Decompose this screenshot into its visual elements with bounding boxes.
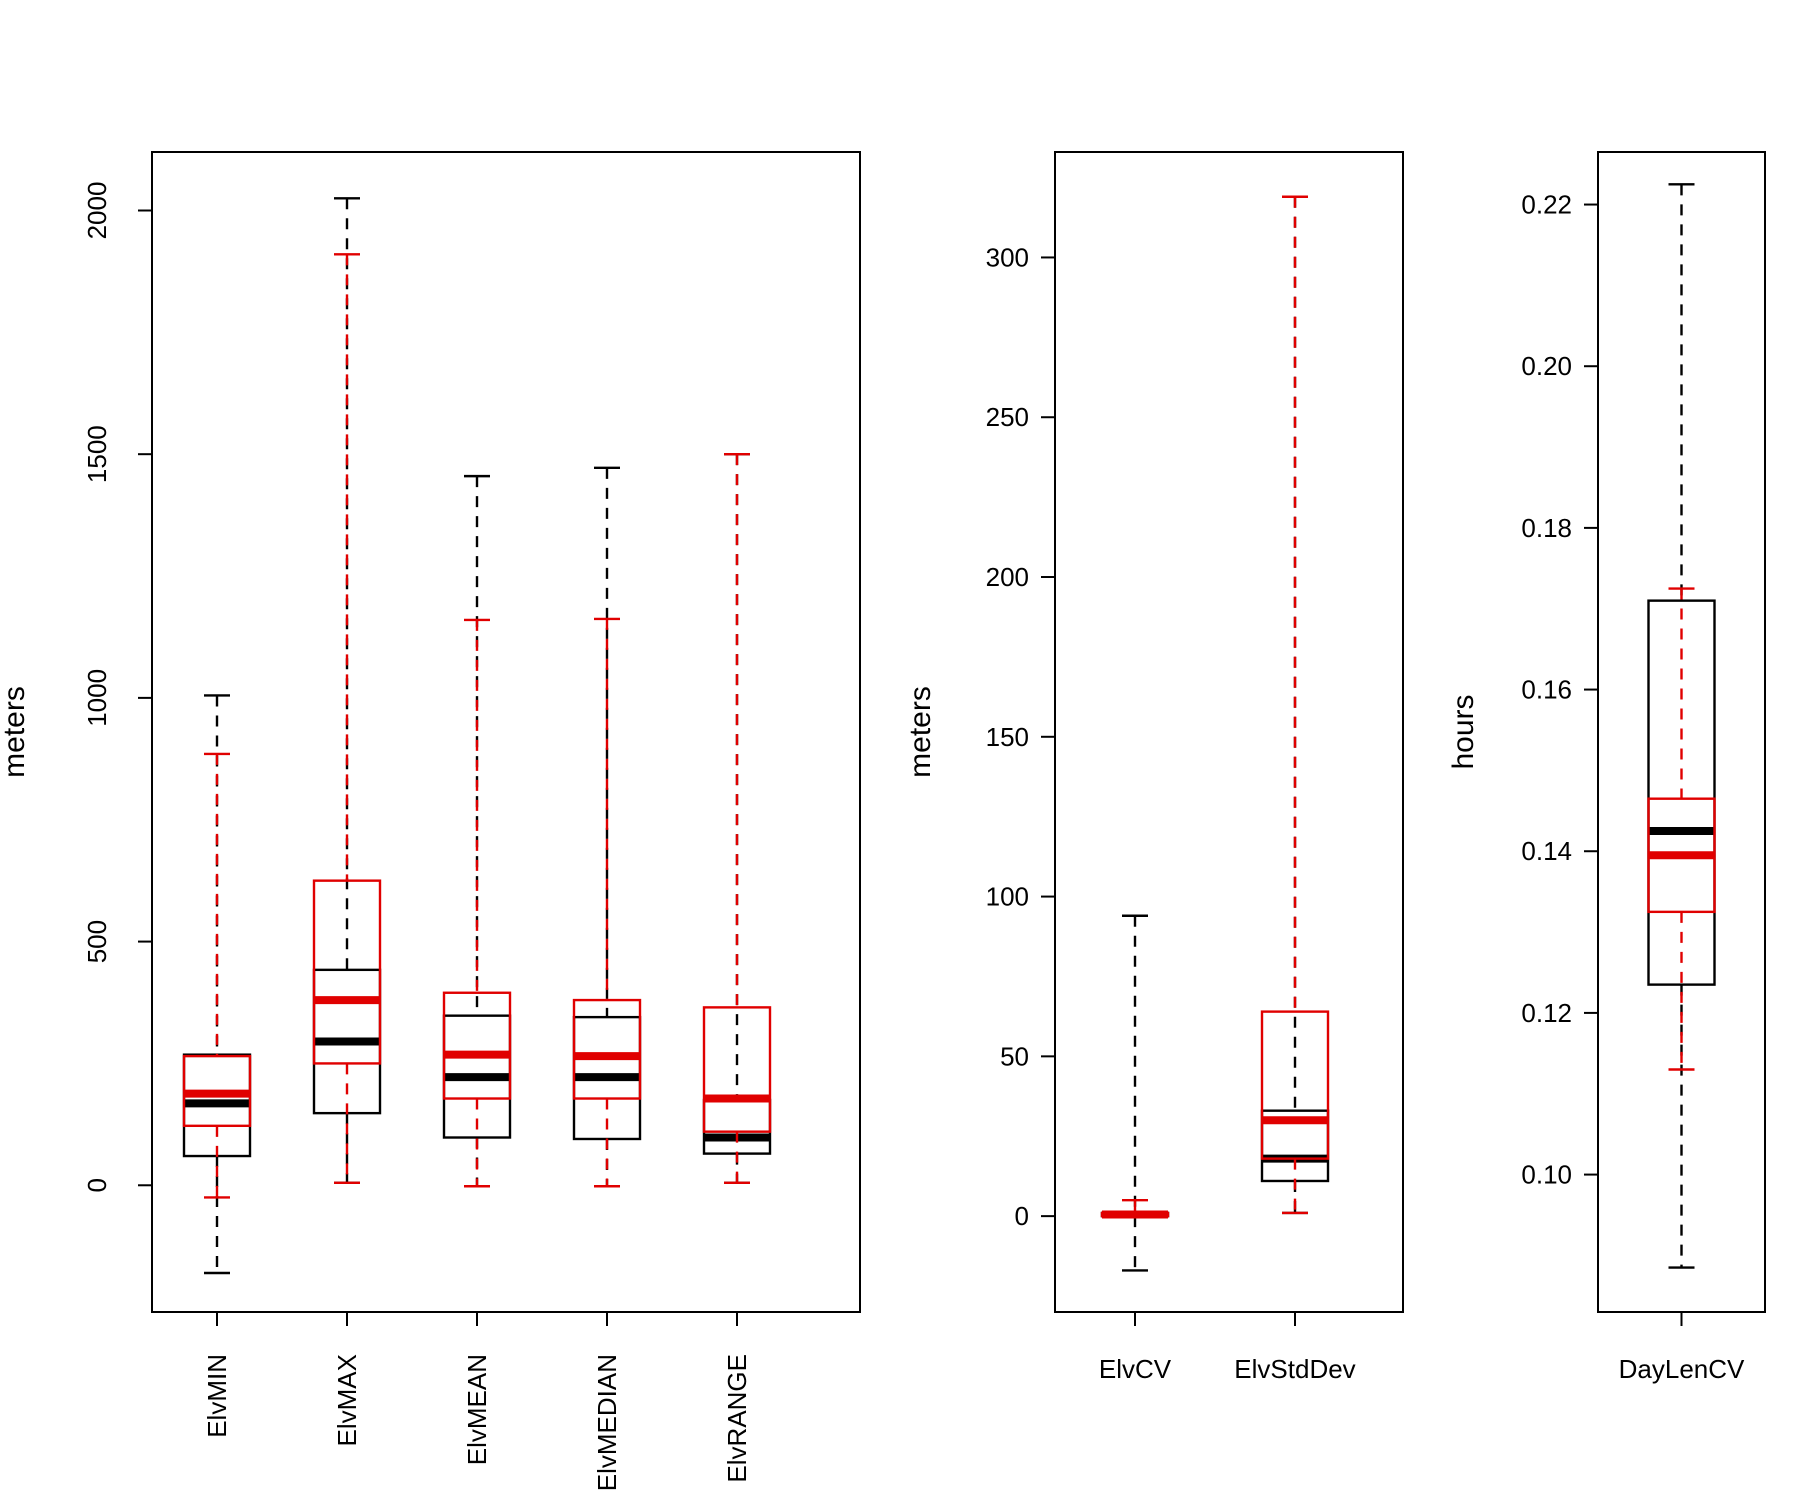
y-tick-label: 150 [986,722,1029,752]
x-tick-label: ElvMAX [332,1354,362,1446]
box-black-DayLenCV [1647,183,1716,1269]
panel-1: 0 500 1000 1500 2000 meters ElvMIN ElvMAX ElvMEA… [0,151,861,1491]
box-red-ElvRANGE [702,452,772,1185]
x-tick-label: ElvMEDIAN [592,1354,622,1491]
y-tick-label: 1500 [82,425,112,483]
y-tick-label: 0.22 [1521,190,1572,220]
box-body [1260,1010,1330,1160]
plot-frame [1054,151,1404,1313]
box-red-ElvMEDIAN [572,617,642,1188]
box-black-ElvMAX [312,197,382,1185]
x-tick-label: ElvMEAN [462,1354,492,1465]
y-tick-label: 200 [986,562,1029,592]
plot-frame [151,151,861,1313]
y-tick-label: 0.20 [1521,351,1572,381]
y-axis-title: hours [1447,694,1480,769]
box-red-ElvStdDev [1260,195,1330,1215]
box-body [442,991,512,1100]
y-tick-label: 0.12 [1521,998,1572,1028]
y-tick-label: 250 [986,402,1029,432]
y-tick-label: 1000 [82,669,112,727]
y-tick-label: 50 [1000,1041,1029,1071]
box-red-ElvCV [1100,1198,1170,1219]
box-body [572,998,642,1100]
box-body [702,1098,772,1155]
panel-3: 0.10 0.12 0.14 0.16 0.18 0.20 0.22 hours DayLenC… [1447,151,1766,1384]
box-red-DayLenCV [1647,587,1716,1071]
box-red-ElvMIN [182,752,252,1199]
box-black-ElvMEAN [442,474,512,1188]
y-tick-label: 0 [1015,1201,1029,1231]
y-axis-title: meters [904,686,937,778]
box-red-ElvMAX [312,253,382,1185]
x-tick-label: ElvRANGE [722,1354,752,1483]
box-body [312,879,382,1065]
y-tick-label: 300 [986,242,1029,272]
panel-2: 0 50 100 150 200 250 300 meters ElvCV ElvStdDev [904,151,1404,1384]
y-tick-label: 500 [82,920,112,963]
y-tick-label: 2000 [82,182,112,240]
y-tick-label: 0.10 [1521,1160,1572,1190]
x-tick-label: DayLenCV [1619,1354,1745,1384]
x-tick-label: ElvMIN [202,1354,232,1438]
y-tick-label: 0.14 [1521,836,1572,866]
box-red-ElvMEAN [442,618,512,1188]
y-tick-label: 0.16 [1521,675,1572,705]
y-tick-label: 0.18 [1521,513,1572,543]
y-tick-label: 0 [82,1178,112,1192]
y-axis-title: meters [0,686,31,778]
x-tick-label: ElvCV [1099,1354,1172,1384]
y-tick-label: 100 [986,882,1029,912]
box-body [1647,599,1716,986]
box-body [702,1006,772,1133]
x-tick-label: ElvStdDev [1234,1354,1355,1384]
